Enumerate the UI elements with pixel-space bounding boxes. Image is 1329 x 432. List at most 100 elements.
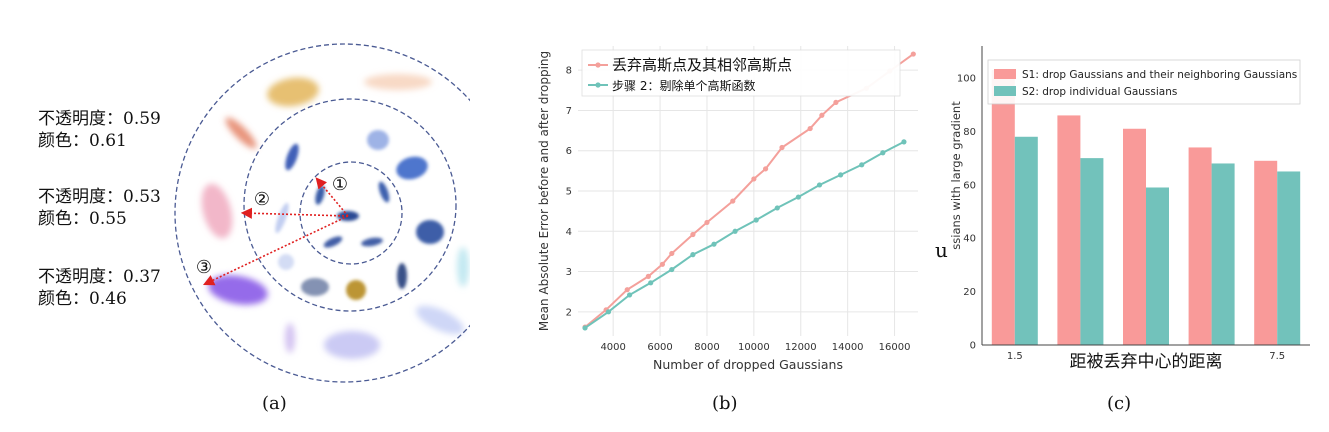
y-tick-label: 20	[963, 287, 976, 298]
inner-ring	[299, 161, 403, 265]
gaussian-blob	[416, 305, 464, 335]
bar-1	[1188, 147, 1212, 345]
y-tick-label: 40	[963, 234, 976, 245]
data-point	[711, 241, 717, 247]
data-point	[626, 292, 633, 298]
legend-label-1: 丢弃高斯点及其相邻高斯点	[612, 56, 792, 74]
data-point	[732, 228, 738, 234]
middle-ring	[243, 98, 457, 312]
gaussian-blob	[378, 181, 390, 203]
legend-marker-1	[595, 62, 601, 68]
arrow-2	[240, 207, 349, 219]
data-point	[704, 219, 710, 226]
color-label: 颜色：0.61	[38, 131, 127, 151]
y-tick-label: 6	[566, 146, 572, 157]
bar-2	[1014, 136, 1038, 345]
series-line-1	[584, 53, 914, 328]
gaussian-blob	[201, 183, 233, 239]
y-tick-label: 100	[957, 74, 976, 85]
data-point	[659, 261, 666, 267]
gaussian-blob	[285, 143, 299, 171]
opacity-label: 不透明度：0.37	[38, 267, 161, 287]
marker-3: ③	[196, 257, 212, 278]
bar-chart: 0 20 40 60 80 100 ssians with large gradient 1.…	[949, 46, 1310, 372]
y-tick-label: 4	[566, 227, 572, 238]
data-point	[774, 205, 780, 211]
data-point	[910, 51, 916, 57]
data-point	[795, 194, 802, 200]
gaussian-blob	[275, 202, 289, 234]
gaussian-blob	[361, 237, 383, 247]
y-tick-label: 3	[566, 267, 572, 278]
opacity-label: 不透明度：0.53	[38, 187, 161, 207]
x-axis-label: Number of dropped Gaussians	[653, 357, 843, 372]
x-tick-label: 14000	[832, 342, 864, 353]
data-point	[901, 139, 907, 145]
bar-1	[1123, 128, 1146, 345]
data-point	[819, 112, 825, 118]
color-label: 颜色：0.55	[38, 209, 127, 229]
data-point	[648, 280, 654, 286]
gaussian-blob	[397, 263, 407, 289]
x-tick-label: 10000	[738, 342, 770, 353]
label-group-3: 不透明度：0.37 颜色：0.46	[38, 266, 161, 310]
legend-swatch-1	[994, 69, 1016, 79]
gaussian-blob	[301, 278, 329, 296]
data-point	[751, 176, 757, 182]
bar-2	[1211, 163, 1235, 345]
data-point	[624, 287, 630, 293]
data-point	[838, 172, 844, 178]
data-point	[582, 325, 588, 331]
gaussian-blob	[315, 185, 325, 205]
y-axis-label: ssians with large gradient	[949, 101, 963, 250]
gaussian-blob	[278, 254, 294, 270]
y-axis-label: Mean Absolute Error before and after dro…	[537, 51, 551, 331]
legend-box	[581, 49, 901, 97]
outer-ring	[174, 43, 470, 383]
bar-1	[1057, 115, 1081, 346]
caption-c: (c)	[1107, 393, 1132, 414]
data-point	[762, 166, 769, 172]
y-tick-label: 5	[566, 187, 572, 198]
legend-label-2: S2: drop individual Gaussians	[1022, 86, 1177, 98]
x-tick-label: 4000	[600, 342, 625, 353]
panel-a: ① ② ③ 不透明度：0.59 颜色：0.61 不透明度：0.53 颜色：0.5…	[0, 0, 470, 432]
y-tick-label: 60	[963, 180, 976, 191]
x-tick-label: 16000	[879, 342, 911, 353]
bar-2	[1080, 158, 1104, 345]
gaussian-blob	[225, 117, 257, 149]
gaussian-blob	[416, 220, 444, 244]
bar-2	[1277, 171, 1301, 345]
data-point	[669, 250, 675, 257]
data-point	[807, 125, 813, 132]
bar-2	[1146, 187, 1169, 345]
series-line-2	[584, 141, 905, 329]
caption-a: (a)	[262, 393, 287, 414]
stray-text: u	[935, 238, 948, 262]
y-tick-label: 7	[566, 106, 572, 117]
legend: S1: drop Gaussians and their neighboring…	[987, 59, 1301, 105]
marker-1: ①	[332, 174, 348, 195]
caption-b: (b)	[712, 393, 738, 414]
legend-marker-2	[595, 82, 601, 88]
x-tick-label: 1.5	[1007, 351, 1023, 362]
gaussian-blob	[267, 77, 319, 107]
data-point	[753, 217, 759, 223]
legend-label-2: 步骤 2：剔除单个高斯函数	[612, 78, 755, 93]
x-axis-label: 距被丢弃中心的距离	[1070, 352, 1223, 372]
x-tick-label: 8000	[694, 342, 719, 353]
x-tick-label: 6000	[647, 342, 672, 353]
gaussian-blob	[285, 323, 295, 353]
data-point	[690, 252, 696, 258]
gaussian-blob	[346, 280, 366, 300]
legend-box	[987, 59, 1301, 105]
gaussian-diagram: ① ② ③	[174, 43, 470, 383]
data-point	[645, 273, 651, 279]
gaussian-blob	[457, 247, 469, 287]
label-group-1: 不透明度：0.59 颜色：0.61	[38, 108, 161, 152]
data-point	[880, 150, 886, 156]
gaussian-blob	[396, 156, 428, 180]
marker-2: ②	[254, 189, 270, 210]
gaussian-blob	[367, 130, 389, 150]
